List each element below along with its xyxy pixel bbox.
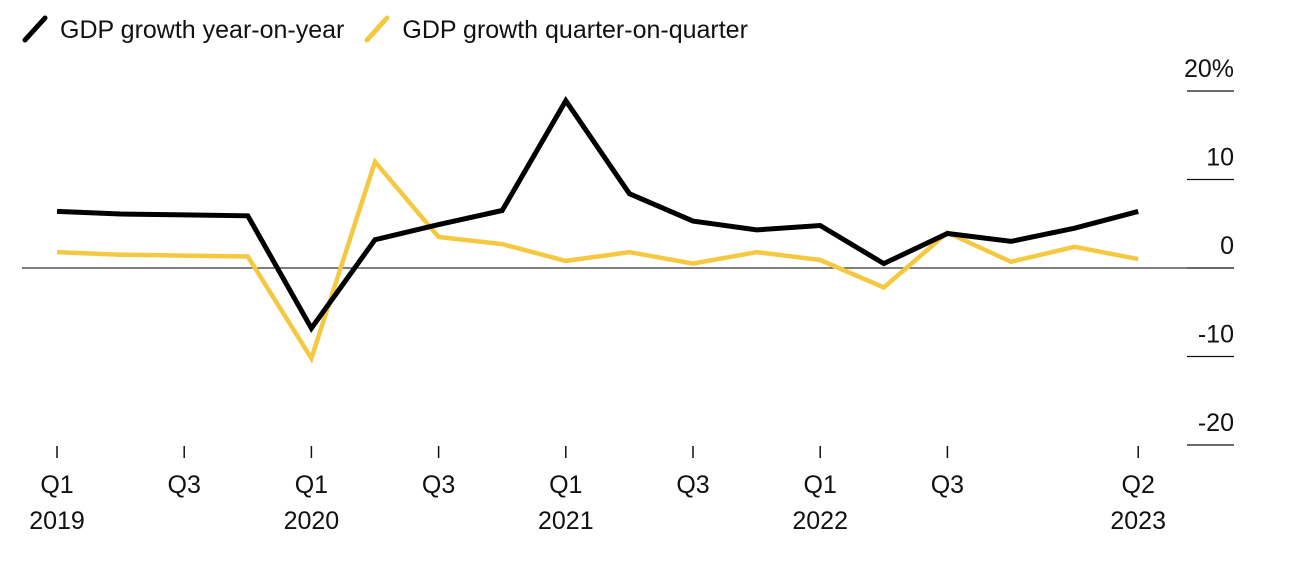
legend-swatch-qoq — [364, 15, 390, 43]
x-tick-year-label: 2019 — [29, 507, 85, 535]
x-tick-label: Q1 — [40, 471, 73, 499]
y-tick-label: 10 — [1206, 144, 1234, 172]
x-tick-label: Q3 — [168, 471, 201, 499]
x-tick-year-label: 2023 — [1110, 507, 1166, 535]
legend-label-qoq: GDP growth quarter-on-quarter — [402, 15, 748, 44]
y-tick-label: 0 — [1220, 232, 1234, 260]
x-tick-year-label: 2021 — [538, 507, 594, 535]
y-tick-label: -20 — [1198, 409, 1234, 437]
series-line-qoq — [56, 157, 1139, 364]
x-tick-label: Q3 — [931, 471, 964, 499]
series-line-yoy — [56, 96, 1139, 333]
y-tick-label: 20% — [1184, 55, 1234, 83]
legend-item-yoy: GDP growth year-on-year — [22, 10, 344, 50]
x-tick-label: Q1 — [549, 471, 582, 499]
x-tick-label: Q2 — [1122, 471, 1155, 499]
x-tick-year-label: 2020 — [284, 507, 340, 535]
y-tick-label: -10 — [1198, 321, 1234, 349]
legend-swatch-yoy — [22, 15, 48, 43]
legend-item-qoq: GDP growth quarter-on-quarter — [364, 10, 748, 50]
x-tick-year-label: 2022 — [792, 507, 848, 535]
legend: GDP growth year-on-year GDP growth quart… — [22, 10, 768, 50]
x-tick-label: Q1 — [804, 471, 837, 499]
legend-label-yoy: GDP growth year-on-year — [60, 15, 345, 44]
x-tick-label: Q1 — [295, 471, 328, 499]
x-tick-label: Q3 — [676, 471, 709, 499]
x-tick-label: Q3 — [422, 471, 455, 499]
